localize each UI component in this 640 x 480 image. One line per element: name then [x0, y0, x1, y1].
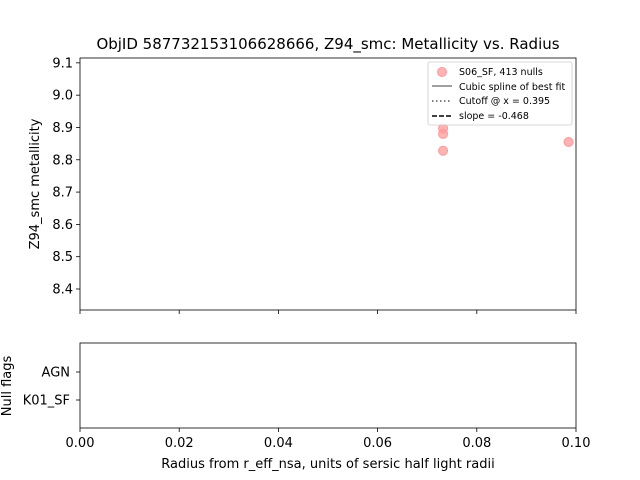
bottom-x-tick-label: 0.02	[165, 436, 194, 451]
bottom-y-tick-label: AGN	[42, 366, 70, 381]
legend-marker-s06-sf	[437, 67, 447, 77]
bottom-x-tick-label: 0.10	[562, 436, 591, 451]
data-point	[438, 145, 449, 156]
bottom-x-tick-label: 0.00	[66, 436, 95, 451]
top-y-tick-label: 9.1	[52, 56, 73, 71]
bottom-plot-area	[79, 342, 577, 429]
bottom-x-axis: 0.00 0.02 0.04 0.06 0.08 0.10	[66, 428, 591, 451]
legend-label-s06-sf: S06_SF, 413 nulls	[459, 67, 543, 78]
null-flags-panel: AGN K01_SF 0.00 0.02 0.04 0.06 0.08 0.10 Null …	[0, 342, 591, 472]
bottom-y-axis-label: Null flags	[0, 356, 15, 417]
top-y-tick-label: 8.9	[52, 121, 73, 136]
metallicity-panel: 8.4 8.5 8.6 8.7 8.8 8.9 9.0 9.1 Z94_smc metalli…	[28, 56, 577, 314]
top-y-tick-label: 9.0	[52, 89, 73, 104]
top-y-axis: 8.4 8.5 8.6 8.7 8.8 8.9 9.0 9.1	[52, 56, 80, 298]
top-series-s06-sf	[438, 123, 574, 156]
legend-box	[427, 61, 573, 126]
top-y-tick-label: 8.5	[52, 250, 73, 265]
x-axis-label: Radius from r_eff_nsa, units of sersic h…	[161, 457, 494, 472]
data-point	[563, 137, 574, 147]
top-y-axis-label: Z94_smc metallicity	[28, 118, 43, 249]
bottom-x-tick-label: 0.04	[264, 436, 293, 451]
legend-label-cutoff: Cutoff @ x = 0.395	[459, 96, 550, 107]
data-point	[438, 128, 449, 139]
legend: S06_SF, 413 nulls Cubic spline of best f…	[427, 61, 573, 126]
top-x-axis	[79, 310, 577, 314]
top-y-tick-label: 8.8	[52, 153, 73, 168]
top-y-tick-label: 8.7	[52, 186, 73, 201]
bottom-y-axis: AGN K01_SF	[23, 366, 80, 409]
top-y-tick-label: 8.6	[52, 218, 73, 233]
chart-title: ObjID 587732153106628666, Z94_smc: Metal…	[96, 35, 559, 54]
legend-label-slope: slope = -0.468	[459, 111, 529, 122]
legend-label-spline: Cubic spline of best fit	[459, 82, 565, 93]
bottom-x-tick-label: 0.06	[363, 436, 392, 451]
bottom-x-tick-label: 0.08	[462, 436, 491, 451]
top-y-tick-label: 8.4	[52, 283, 73, 298]
bottom-y-tick-label: K01_SF	[23, 394, 70, 409]
